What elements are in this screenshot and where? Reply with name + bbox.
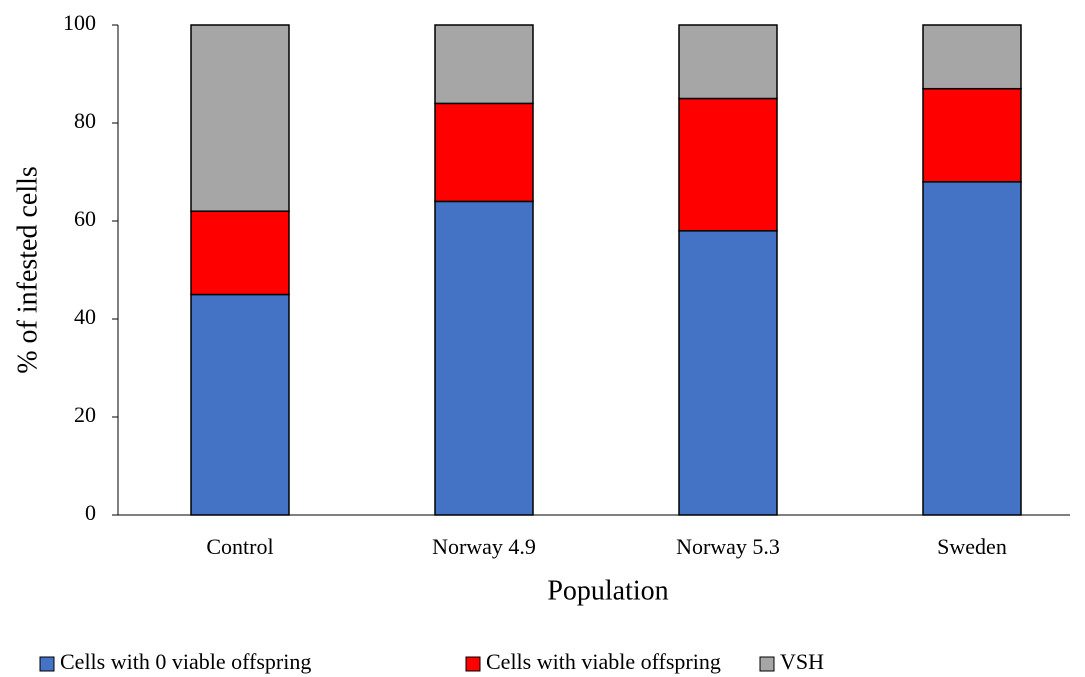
y-axis-title: % of infested cells	[12, 166, 43, 374]
bar-segment	[678, 230, 778, 516]
y-tick-label: 0	[85, 500, 96, 525]
legend-swatch	[39, 656, 55, 672]
y-tick-label: 60	[74, 206, 96, 231]
x-tick-label: Norway 5.3	[676, 534, 780, 559]
y-tick-label: 40	[74, 304, 96, 329]
bar-segment	[678, 24, 778, 100]
x-tick-label: Control	[206, 534, 273, 559]
legend-label: VSH	[780, 649, 824, 674]
y-tick-label: 80	[74, 108, 96, 133]
bar-segment	[190, 293, 290, 516]
bar-segment	[434, 24, 534, 105]
legend-label: Cells with 0 viable offspring	[60, 649, 311, 674]
bar-segment	[922, 181, 1022, 516]
bar-segment	[922, 87, 1022, 183]
bar-segment	[922, 24, 1022, 90]
x-axis-title: Population	[547, 575, 668, 606]
y-tick-label: 100	[63, 10, 96, 35]
legend-swatch	[465, 656, 481, 672]
legend-swatch	[759, 656, 775, 672]
bar-segment	[434, 200, 534, 516]
bar-segment	[190, 210, 290, 296]
legend-label: Cells with viable offspring	[486, 649, 721, 674]
bar-segment	[434, 102, 534, 203]
bar-segment	[678, 97, 778, 232]
x-tick-label: Norway 4.9	[432, 534, 536, 559]
bar-segment	[190, 24, 290, 212]
x-tick-label: Sweden	[937, 534, 1007, 559]
y-tick-label: 20	[74, 402, 96, 427]
